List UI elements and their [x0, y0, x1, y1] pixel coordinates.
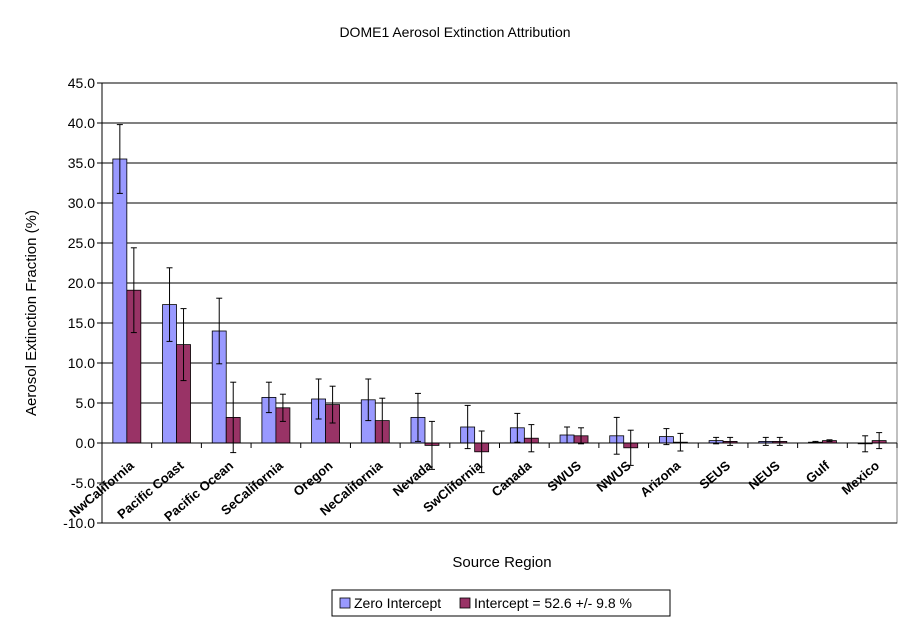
x-category-label: Gulf [803, 457, 833, 486]
plot-area [101, 82, 898, 524]
legend-label: Zero Intercept [354, 595, 441, 611]
x-category-label: Oregon [290, 458, 335, 499]
y-tick-label: 10.0 [68, 355, 95, 371]
legend: Zero Intercept Intercept = 52.6 +/- 9.8 % [331, 589, 671, 617]
y-tick-labels: -10.0 -5.0 0.0 5.0 10.0 15.0 20.0 25.0 30.0 35.0 4… [63, 75, 95, 531]
gridlines [101, 82, 898, 524]
chart-title: DOME1 Aerosol Extinction Attribution [339, 24, 570, 40]
y-axis-title: Aerosol Extinction Fraction (%) [23, 210, 40, 416]
x-category-label: Canada [489, 457, 535, 499]
bars [112, 158, 887, 453]
x-category-label: NEUS [745, 458, 783, 493]
legend-swatch [459, 597, 471, 609]
x-category-label: SEUS [696, 458, 733, 492]
y-tick-label: 0.0 [76, 435, 96, 451]
x-category-label: Arizona [637, 457, 684, 500]
y-tick-label: 25.0 [68, 235, 95, 251]
y-tick-label: 45.0 [68, 75, 95, 91]
y-tick-label: -5.0 [71, 475, 95, 491]
x-category-label: NWUS [594, 458, 634, 495]
bar [112, 158, 128, 444]
y-tick-label: -10.0 [63, 515, 95, 531]
error-bars [116, 124, 883, 474]
y-tick-label: 35.0 [68, 155, 95, 171]
x-category-label: SWUS [544, 458, 584, 495]
x-axis-title: Source Region [452, 554, 551, 571]
x-category-label: Mexico [839, 458, 882, 498]
y-tick-label: 30.0 [68, 195, 95, 211]
x-category-label: Nevada [390, 457, 436, 499]
legend-box [331, 589, 671, 617]
legend-swatch [339, 597, 351, 609]
y-tick-label: 20.0 [68, 275, 95, 291]
y-tick-label: 40.0 [68, 115, 95, 131]
y-tick-label: 15.0 [68, 315, 95, 331]
axes [97, 82, 898, 524]
y-tick-label: 5.0 [76, 395, 96, 411]
legend-label: Intercept = 52.6 +/- 9.8 % [474, 595, 632, 611]
